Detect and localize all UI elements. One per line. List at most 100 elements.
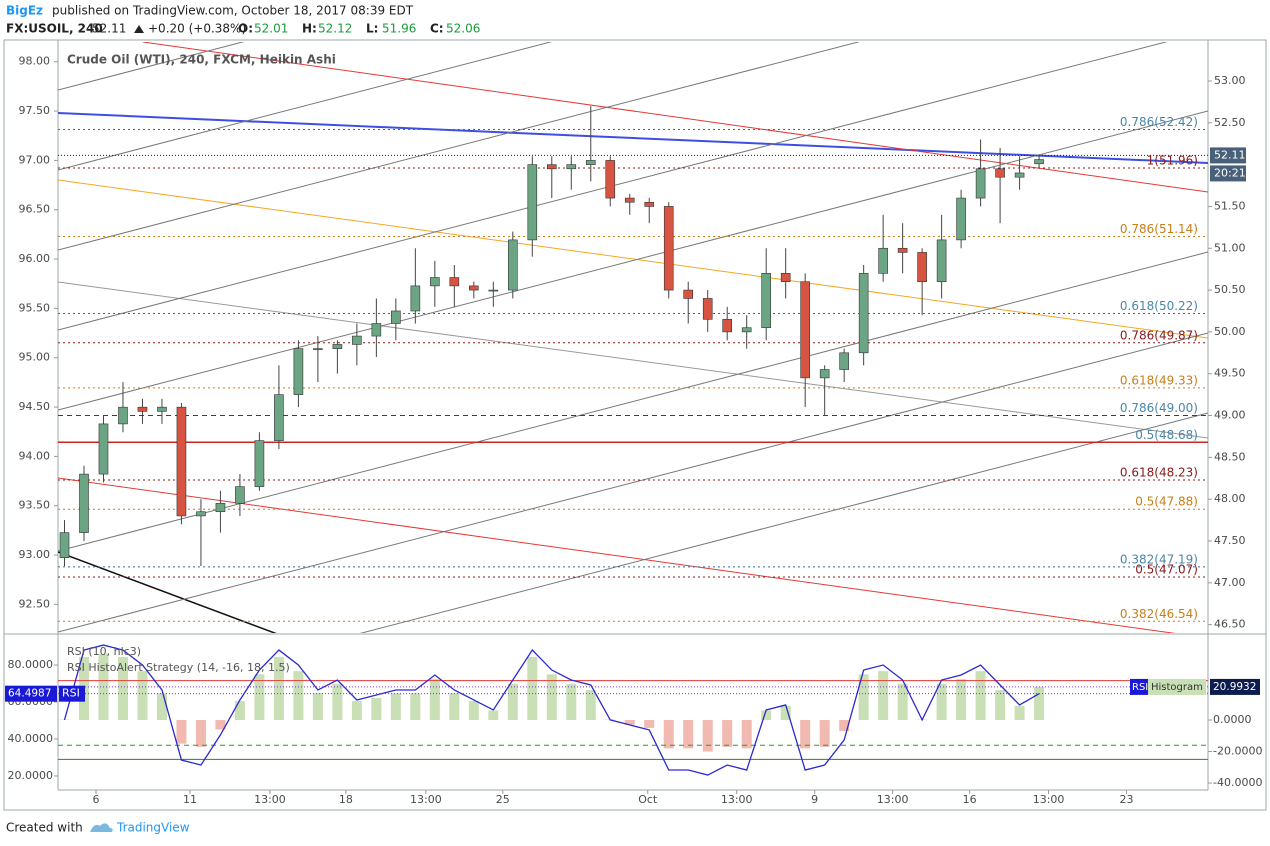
author: BigEz	[6, 4, 43, 18]
histogram-bar	[371, 697, 382, 721]
candle-body	[683, 289, 694, 299]
footer-text: Created with	[6, 821, 83, 835]
candle-body	[936, 239, 947, 283]
x-tick-label: 13:00	[410, 793, 442, 806]
x-tick-label: 25	[496, 793, 510, 806]
candle-body	[352, 335, 362, 345]
histogram-bar	[780, 705, 791, 721]
fib-label: 0.618(49.33)	[1120, 373, 1198, 387]
trend-line	[142, 42, 1208, 193]
y2-tick-label: 50.50	[1214, 283, 1246, 296]
channel-line	[58, 110, 1208, 411]
histogram-bar	[273, 656, 284, 721]
candle-body	[469, 285, 479, 291]
fib-label: 0.786(52.42)	[1120, 115, 1198, 129]
trend-line	[58, 281, 1208, 439]
fib-label: 0.618(50.22)	[1120, 299, 1198, 313]
candle-body	[157, 406, 167, 412]
price-tag	[1210, 147, 1246, 164]
ohlc-value: 52.06	[446, 22, 480, 36]
fib-label: 0.786(51.14)	[1120, 222, 1198, 236]
value-tag	[5, 685, 57, 702]
y-tick-label: 97.00	[19, 153, 51, 166]
candle-body	[1034, 159, 1044, 165]
histogram-bar	[761, 710, 772, 721]
fib-label: 0.618(48.23)	[1120, 465, 1198, 479]
y-tick-label: 95.00	[19, 351, 51, 364]
name-tag	[1148, 678, 1206, 695]
histogram-bar	[117, 656, 128, 721]
pane-subtitle: RSI HistoAlert Strategy (14, -16, 18, 1.…	[67, 661, 290, 674]
histogram-bar	[624, 720, 635, 725]
y-tick-label: 94.00	[19, 449, 51, 462]
histogram-bar	[800, 720, 811, 749]
candle-body	[79, 473, 89, 533]
x-tick-label: 9	[811, 793, 818, 806]
y2-tick-label: 0.0000	[1213, 713, 1252, 726]
value-tag	[1210, 678, 1260, 695]
y2-tick-label: 50.00	[1214, 325, 1246, 338]
histogram-bar	[722, 720, 733, 747]
y2-tick-label: -40.0000	[1213, 776, 1262, 789]
histogram-bar	[1014, 705, 1025, 721]
candle-body	[430, 277, 440, 287]
histogram-bar	[449, 693, 460, 721]
y2-tick-label: 46.50	[1214, 618, 1246, 631]
y2-tick-label: 49.50	[1214, 367, 1246, 380]
histogram-bar	[176, 720, 187, 744]
trend-line	[58, 112, 1208, 164]
candle-body	[975, 168, 986, 199]
histogram-bar	[410, 693, 421, 721]
fib-label: 0.382(46.54)	[1120, 607, 1198, 621]
histogram-bar	[195, 720, 206, 747]
histogram-bar	[702, 720, 713, 752]
price-tag-label: 52.11	[1214, 148, 1246, 161]
candle-body	[176, 406, 187, 517]
candle-body	[332, 344, 343, 349]
y2-tick-label: 48.50	[1214, 450, 1246, 463]
histogram-bar	[897, 683, 908, 721]
candle-body	[274, 394, 284, 441]
logo	[90, 823, 113, 832]
histogram-bar	[390, 693, 401, 721]
histogram-bar	[234, 701, 245, 721]
pane-title: RSI (10, hlc3)	[67, 645, 141, 658]
candle-body	[391, 310, 401, 324]
ohlc-label: L:	[366, 22, 378, 36]
candle-body	[508, 239, 518, 291]
candle-body	[917, 252, 927, 283]
candle-body	[897, 247, 908, 253]
y-tick-label: 80.0000	[8, 658, 54, 671]
candle-body	[858, 273, 869, 354]
name-tag-label: RSI	[62, 687, 80, 700]
histogram-bar	[819, 720, 830, 747]
footer-brand[interactable]: TradingView	[116, 821, 190, 835]
fib-label: 0.5(47.07)	[1135, 562, 1198, 576]
ohlc-value: 52.12	[318, 22, 352, 36]
histogram-bar	[293, 671, 304, 721]
candle-body	[839, 352, 849, 370]
candle-body	[878, 247, 888, 274]
histogram-bar	[585, 690, 596, 721]
fib-label: 0.5(48.68)	[1135, 428, 1198, 442]
x-tick-label: Oct	[638, 793, 658, 806]
rsi-pane: 80.000060.000040.000020.00000.0000-20.00…	[5, 644, 1262, 789]
y2-tick-label: 53.00	[1214, 74, 1246, 87]
candle-body	[371, 323, 382, 337]
ohlc-label: O:	[238, 22, 253, 36]
candle-body	[663, 206, 674, 291]
candle-body	[722, 319, 733, 333]
y2-tick-label: 47.50	[1214, 534, 1246, 547]
histogram-bar	[468, 701, 479, 721]
histogram-bar	[254, 674, 265, 721]
y2-tick-label: -20.0000	[1213, 745, 1262, 758]
levels	[58, 128, 1208, 622]
name-tag-label: Histogram	[1151, 682, 1203, 693]
candle-body	[293, 348, 304, 395]
y-tick-label: 96.00	[19, 252, 51, 265]
y-tick-label: 92.50	[19, 597, 51, 610]
time-tag	[1210, 165, 1246, 182]
candle-body	[98, 423, 109, 475]
histogram-bar	[858, 674, 869, 721]
